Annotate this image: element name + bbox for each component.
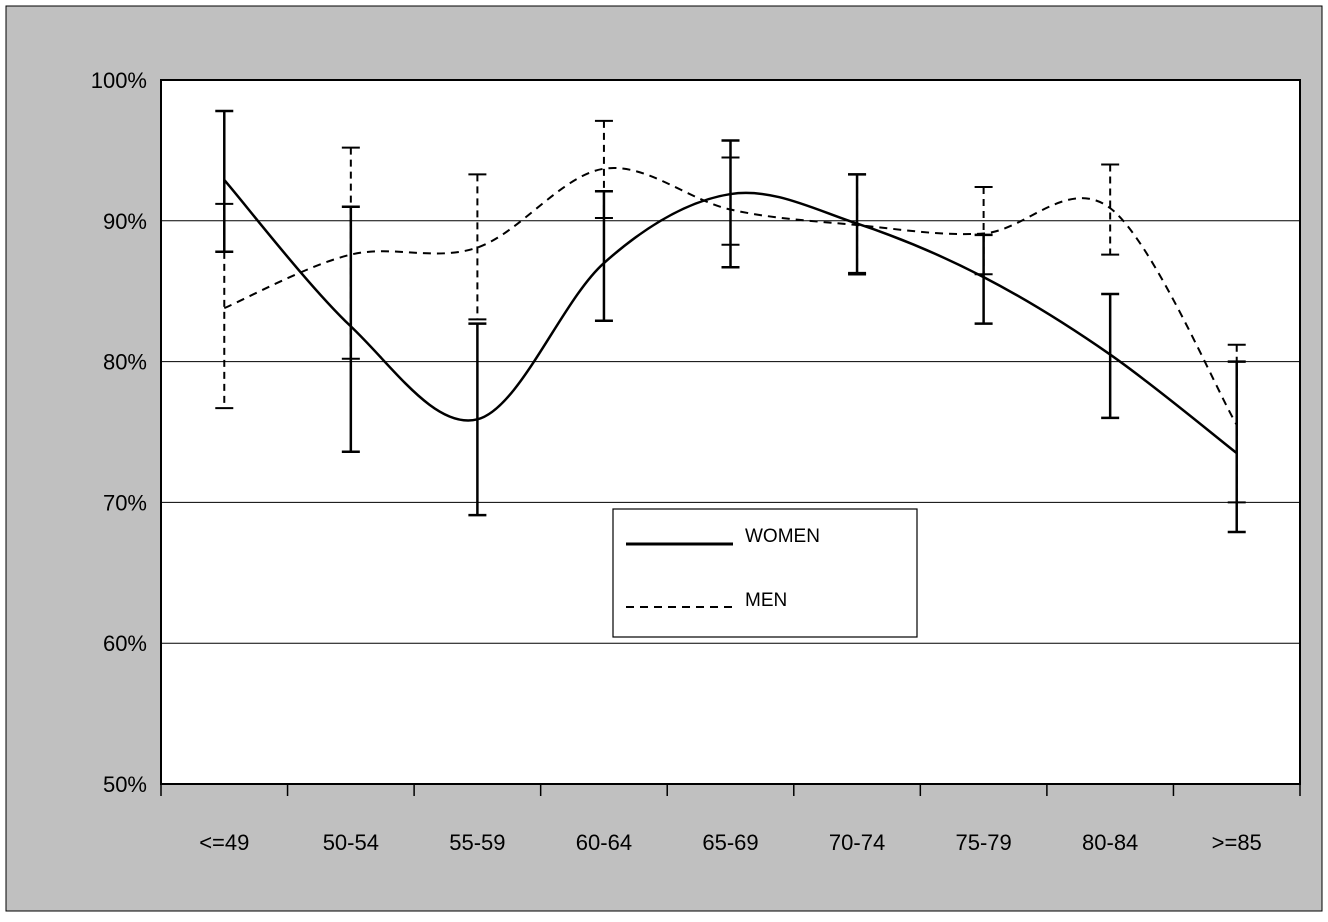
x-tick-label: >=85 [1212,830,1262,855]
legend-label-women: WOMEN [745,526,820,547]
legend: WOMEN MEN [612,508,918,638]
x-tick-label: 60-64 [576,830,632,855]
y-tick-label: 80% [103,350,147,375]
series-line-women [223,179,1238,455]
legend-box [612,508,918,638]
x-tick-label: <=49 [199,830,249,855]
axes: 50% 60% 70% 80% 90% 100% <=49 50-54 55-59 60-64 65… [91,68,1301,855]
x-tick-label: 65-69 [702,830,758,855]
x-tick-label: 55-59 [449,830,505,855]
x-tick-label: 50-54 [323,830,379,855]
y-tick-label: 70% [103,490,147,515]
x-tick-label: 75-79 [955,830,1011,855]
x-tick-label: 80-84 [1082,830,1138,855]
y-tick-label: 60% [103,631,147,656]
legend-label-men: MEN [745,590,787,611]
plot-border [160,79,1301,785]
series-lines [223,166,1238,455]
error-bars [215,109,1246,534]
y-tick-label: 90% [103,209,147,234]
series-line-men [223,166,1238,426]
x-tick-label: 70-74 [829,830,885,855]
y-tick-label: 50% [103,772,147,797]
y-tick-label: 100% [91,68,147,93]
